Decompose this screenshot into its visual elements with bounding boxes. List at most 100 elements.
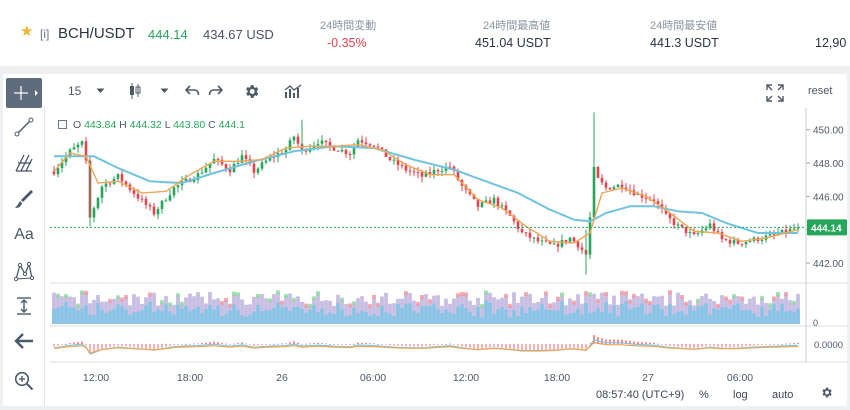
candle-body <box>792 228 796 230</box>
oscillator-histogram-bar <box>465 344 467 348</box>
candle-body <box>448 166 452 168</box>
volume-bar-overlay <box>176 305 180 324</box>
volume-bar-overlay <box>744 310 748 324</box>
volume-bar-overlay <box>532 310 536 324</box>
chevron-down-icon[interactable] <box>96 80 105 102</box>
trend-line-tool[interactable] <box>6 112 42 142</box>
volume-bar-base <box>220 303 224 324</box>
oscillator-histogram-bar <box>185 343 187 345</box>
volume-bar-overlay <box>676 311 680 324</box>
zoom-tool[interactable] <box>6 366 42 396</box>
fullscreen-icon[interactable] <box>766 82 784 104</box>
oscillator-histogram-bar <box>637 341 639 344</box>
oscillator-histogram-bar <box>373 343 375 345</box>
x-tick-label: 18:00 <box>544 372 570 384</box>
redo-icon[interactable] <box>208 80 223 102</box>
auto-scale-toggle[interactable]: auto <box>772 389 794 401</box>
volume-bar-overlay <box>748 309 752 324</box>
candle-body <box>108 183 112 185</box>
clock-readout[interactable]: 08:57:40 (UTC+9) <box>596 389 685 401</box>
usd-price: 434.67 USD <box>203 27 274 42</box>
volume-bar-overlay <box>516 316 520 324</box>
candle-body <box>516 221 520 229</box>
oscillator-histogram-bar <box>405 344 407 347</box>
oscillator-histogram-bar <box>493 344 495 347</box>
candle-body <box>216 158 220 160</box>
volume-bar-overlay <box>664 315 668 324</box>
candle-body <box>192 179 196 182</box>
legend-toggle-icon[interactable] <box>58 120 67 129</box>
text-tool-icon: Aa <box>14 226 34 243</box>
volume-bar-tip <box>464 292 468 297</box>
log-scale-toggle[interactable]: log <box>733 389 748 401</box>
candle-body <box>716 231 720 233</box>
volume-bar-base <box>372 296 376 324</box>
volume-bar-tip <box>308 303 312 308</box>
volume-bar-tip <box>584 291 588 296</box>
volume-bar-overlay <box>540 304 544 324</box>
percent-scale-toggle[interactable]: % <box>699 389 709 401</box>
oscillator-histogram-bar <box>601 338 603 344</box>
candle-body <box>688 232 692 234</box>
candle-body <box>612 187 616 190</box>
undo-icon[interactable] <box>185 80 200 102</box>
volume-bar-overlay <box>88 314 92 324</box>
volume-bar-tip <box>352 301 356 306</box>
oscillator-histogram-bar <box>553 344 555 351</box>
volume-bar-base <box>324 300 328 324</box>
y-tick-label: 450.00 <box>813 126 844 137</box>
candle-body <box>72 147 76 150</box>
volume-bar-tip <box>404 291 408 296</box>
candle-body <box>552 243 556 245</box>
crosshair-tool[interactable] <box>6 78 42 108</box>
oscillator-histogram-bar <box>641 342 643 344</box>
volume-bar-overlay <box>276 302 280 324</box>
volume-bar-overlay <box>172 314 176 324</box>
reset-button[interactable]: reset <box>808 80 832 102</box>
volume-bar-base <box>684 303 688 324</box>
market-tag: [i] <box>40 27 50 41</box>
candle-body <box>356 140 360 147</box>
volume-bar-tip <box>280 300 284 305</box>
candle-body <box>692 232 696 235</box>
measure-tool[interactable] <box>6 291 42 321</box>
volume-bar-tip <box>632 293 636 298</box>
candle-body <box>92 208 96 218</box>
candlestick-icon[interactable] <box>128 80 142 102</box>
y-tick-label: 442.00 <box>813 259 844 270</box>
gear-icon[interactable] <box>243 80 260 102</box>
candle-body <box>588 217 592 255</box>
fork-tool[interactable] <box>6 148 42 178</box>
candle-body <box>412 171 416 173</box>
gear-icon[interactable] <box>820 386 833 402</box>
volume-bar-base <box>344 304 348 324</box>
oscillator-histogram-bar <box>461 344 463 347</box>
star-icon[interactable]: ★ <box>20 23 34 40</box>
volume-bar-overlay <box>488 302 492 324</box>
oscillator-histogram-bar <box>781 343 783 345</box>
interval-selector[interactable]: 15 <box>68 80 81 102</box>
oscillator-histogram-bar <box>245 343 247 345</box>
oscillator-histogram-bar <box>721 344 723 348</box>
candle-body <box>476 198 480 207</box>
symbol-name[interactable]: BCH/USDT <box>58 25 135 42</box>
candle-body <box>420 172 424 177</box>
candle-body <box>284 149 288 154</box>
volume-bar-base <box>588 294 592 324</box>
oscillator-histogram-bar <box>661 344 663 345</box>
volume-bar-overlay <box>340 309 344 324</box>
volume-bar-tip <box>56 293 60 298</box>
oscillator-histogram-bar <box>385 344 387 345</box>
volume-bar-tip <box>460 291 464 296</box>
volume-bar-tip <box>376 302 380 307</box>
text-tool[interactable]: Aa <box>6 220 42 250</box>
pattern-tool[interactable] <box>6 256 42 286</box>
back-tool[interactable] <box>6 326 42 356</box>
brush-tool[interactable] <box>6 184 42 214</box>
candle-body <box>260 162 264 169</box>
volume-bar-base <box>132 294 136 324</box>
chevron-down-icon[interactable] <box>160 80 169 102</box>
indicators-icon[interactable] <box>284 80 303 102</box>
candle-body <box>408 170 412 172</box>
